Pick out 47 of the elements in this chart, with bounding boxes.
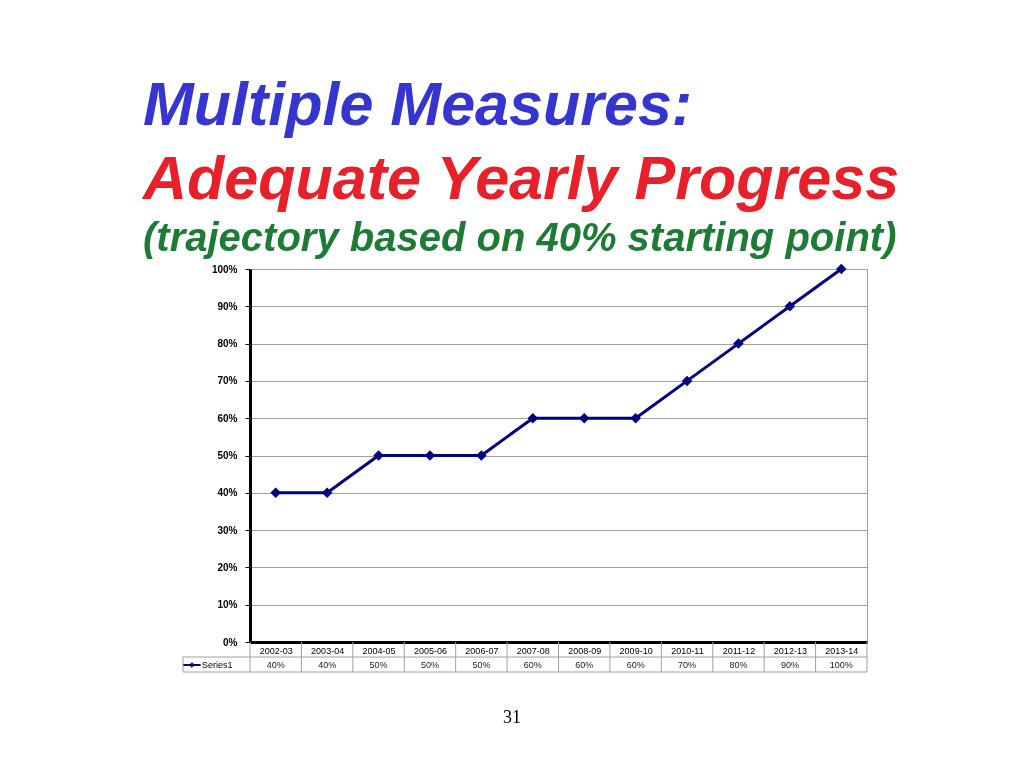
y-tick-label: 80% — [217, 338, 238, 350]
data-label: 60% — [523, 660, 542, 670]
point — [681, 375, 693, 387]
x-tick-label: 2008-09 — [568, 645, 602, 656]
y-tick-label: 90% — [217, 300, 238, 312]
x-tick-label: 2012-13 — [773, 645, 807, 656]
y-tick-label: 30% — [217, 524, 238, 536]
y-tick-label: 10% — [217, 599, 238, 611]
y-tick-label: 70% — [217, 375, 238, 387]
x-tick-label: 2009-10 — [619, 645, 653, 656]
data-label: 80% — [729, 660, 748, 670]
point — [733, 338, 744, 349]
x-tick-label: 2005-06 — [413, 645, 447, 656]
y-tick-label: 40% — [217, 487, 238, 499]
chart-subtitle: (trajectory based on 40% starting point) — [143, 215, 897, 259]
x-tick-label: 2003-04 — [311, 645, 345, 656]
point — [373, 450, 384, 461]
y-tick-label: 100% — [211, 263, 238, 275]
legend-label: Series1 — [202, 660, 233, 670]
point — [784, 301, 796, 312]
point — [476, 450, 487, 461]
x-tick-label: 2007-08 — [516, 645, 550, 656]
x-tick-label: 2006-07 — [465, 645, 499, 656]
data-label: 50% — [472, 660, 491, 670]
x-tick-label: 2002-03 — [259, 645, 293, 656]
data-label: 50% — [420, 660, 439, 670]
data-label: 50% — [369, 660, 388, 670]
point — [630, 412, 641, 424]
data-label: 90% — [780, 660, 799, 670]
y-tick-label: 0% — [223, 636, 238, 648]
x-tick-label: 2004-05 — [362, 645, 396, 656]
y-tick-label: 50% — [217, 450, 238, 461]
y-tick-label: 60% — [217, 412, 238, 424]
data-label: 70% — [678, 660, 697, 670]
x-tick-label: 2011-12 — [722, 645, 756, 656]
x-tick-label: 2013-14 — [825, 645, 859, 656]
data-label: 40% — [266, 660, 285, 670]
point — [270, 487, 281, 499]
chart-title: Multiple Measures: Adequate Yearly Progress — [141, 70, 900, 212]
point — [836, 263, 847, 275]
data-label: 60% — [626, 660, 645, 670]
data-label: 40% — [318, 660, 337, 670]
y-tick-label: 20% — [217, 561, 238, 573]
data-label: 100% — [829, 660, 853, 670]
text: 31 — [503, 707, 521, 727]
data-label: 60% — [575, 660, 594, 670]
x-tick-label: 2010-11 — [671, 645, 704, 656]
